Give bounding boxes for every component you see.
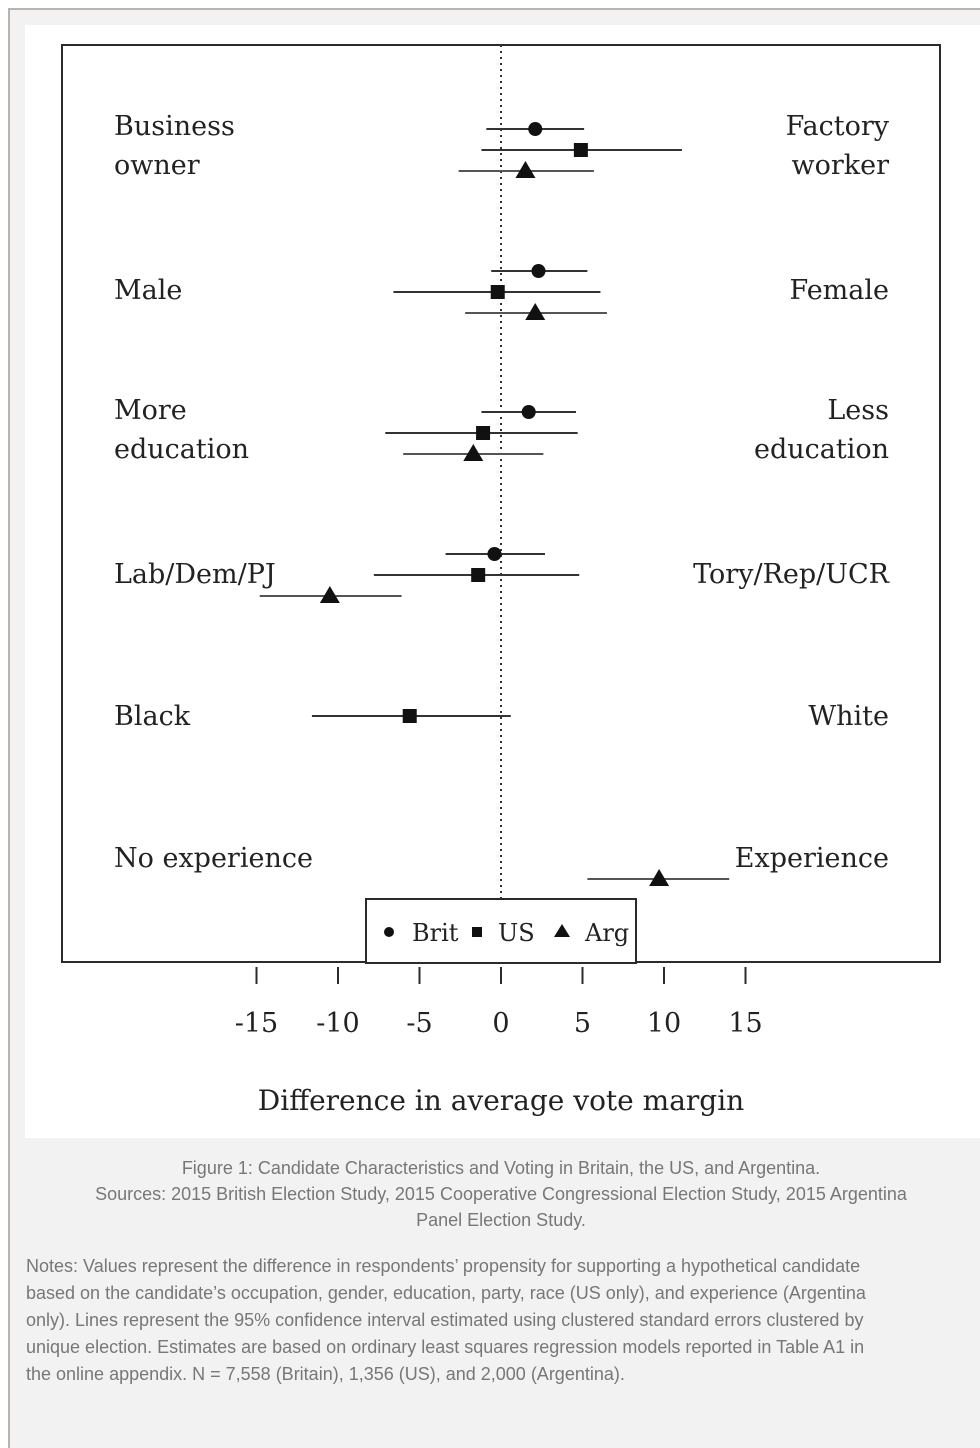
point-arg xyxy=(463,444,484,461)
legend-box xyxy=(365,898,637,964)
row-right-label: education xyxy=(754,434,889,465)
x-tick-label: 10 xyxy=(647,1008,681,1039)
figure-caption-title: Figure 1: Candidate Characteristics and … xyxy=(181,1158,821,1178)
row-right-label: White xyxy=(808,701,889,732)
point-arg xyxy=(525,303,546,320)
row-right-label: Tory/Rep/UCR xyxy=(693,559,890,590)
figure-caption-sources: Sources: 2015 British Election Study, 20… xyxy=(26,1181,976,1233)
point-arg xyxy=(649,869,670,886)
row-left-label: Lab/Dem/PJ xyxy=(114,559,276,590)
point-brit xyxy=(487,547,502,561)
notes-line: the online appendix. N = 7,558 (Britain)… xyxy=(26,1364,625,1384)
legend-label-us: US xyxy=(498,919,535,947)
legend-label-arg: Arg xyxy=(584,919,629,947)
notes-line: unique election. Estimates are based on … xyxy=(26,1337,865,1357)
point-brit xyxy=(521,405,536,419)
plot-border xyxy=(61,44,941,963)
point-arg xyxy=(319,586,340,603)
legend-label-brit: Brit xyxy=(412,919,459,947)
chart-panel: Business owner Factory worker Male Female More… xyxy=(25,25,980,1138)
x-tick-label: 0 xyxy=(492,1008,509,1039)
point-brit xyxy=(531,264,546,278)
notes-line: based on the candidate’s occupation, gen… xyxy=(26,1283,866,1303)
point-us xyxy=(573,143,588,157)
point-brit xyxy=(528,122,543,136)
x-tick-label: 15 xyxy=(728,1008,762,1039)
point-arg xyxy=(515,161,536,178)
x-tick-label: -10 xyxy=(316,1008,359,1039)
notes-line: Notes: Values represent the difference i… xyxy=(26,1256,861,1276)
caption-sources-line: Panel Election Study. xyxy=(416,1210,586,1230)
point-us xyxy=(476,426,491,440)
x-tick-label: 5 xyxy=(574,1008,591,1039)
x-tick-label: -5 xyxy=(406,1008,432,1039)
legend-marker-brit xyxy=(384,927,394,937)
row-right-label: Experience xyxy=(735,843,889,874)
row-left-label: Business xyxy=(114,111,235,142)
legend-marker-arg xyxy=(554,924,570,937)
notes-line: only). Lines represent the 95% confidenc… xyxy=(26,1310,864,1330)
coefficient-plot: Business owner Factory worker Male Female More… xyxy=(61,44,941,1117)
row-right-label: Female xyxy=(789,275,889,306)
caption-sources-line: Sources: 2015 British Election Study, 20… xyxy=(95,1184,907,1204)
row-left-label: owner xyxy=(114,150,200,181)
point-us xyxy=(471,568,486,582)
legend-marker-us xyxy=(472,927,482,937)
figure-notes: Notes: Values represent the difference i… xyxy=(26,1253,980,1388)
row-left-label: education xyxy=(114,434,249,465)
row-left-label: More xyxy=(114,395,187,426)
x-axis-label: Difference in average vote margin xyxy=(258,1084,744,1117)
row-left-label: Male xyxy=(114,275,182,306)
x-tick-label: -15 xyxy=(235,1008,278,1039)
row-left-label: Black xyxy=(114,701,191,732)
row-right-label: Factory xyxy=(786,111,890,142)
row-right-label: worker xyxy=(791,150,889,181)
point-us xyxy=(490,285,505,299)
row-left-label: No experience xyxy=(114,843,313,874)
row-right-label: Less xyxy=(827,395,889,426)
point-us xyxy=(402,709,417,723)
